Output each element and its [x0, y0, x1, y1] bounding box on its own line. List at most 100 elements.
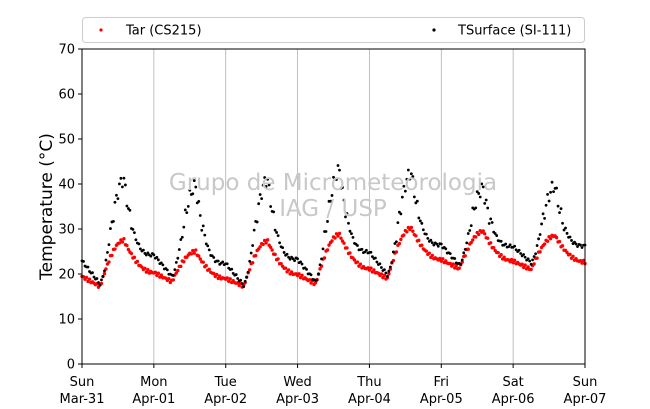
tsurface-point	[360, 247, 364, 251]
tar-point	[394, 250, 399, 254]
tar-point	[327, 243, 331, 247]
tar-point	[424, 249, 429, 253]
tar-point	[542, 242, 547, 246]
tar-point	[270, 248, 274, 252]
tsurface-point	[399, 212, 403, 216]
tsurface-point	[522, 253, 526, 256]
tsurface-point	[388, 265, 392, 269]
tsurface-point	[300, 262, 304, 266]
tsurface-point	[234, 273, 238, 276]
y-tick-label: 60	[58, 88, 75, 103]
tar-point	[264, 241, 268, 245]
tsurface-point	[342, 198, 346, 202]
x-tick-label-date: Apr-02	[204, 392, 247, 407]
tar-point	[397, 241, 402, 246]
tar-point	[438, 256, 442, 261]
tar-point	[529, 267, 533, 272]
tsurface-point	[249, 251, 253, 255]
tar-point	[182, 260, 186, 264]
tar-point	[279, 261, 283, 266]
tar-point	[502, 255, 506, 259]
tsurface-point	[293, 259, 296, 262]
tsurface-point	[565, 231, 569, 235]
tsurface-point	[103, 269, 106, 273]
x-tick-label-day: Fri	[434, 375, 450, 390]
tsurface-point	[321, 247, 325, 251]
tar-point	[469, 240, 473, 245]
tar-point	[448, 261, 452, 266]
tsurface-point	[466, 232, 470, 235]
tar-point	[571, 254, 575, 258]
tsurface-point	[541, 212, 545, 216]
tar-point	[532, 262, 536, 266]
tar-point	[253, 253, 258, 258]
tsurface-point	[556, 204, 560, 208]
tsurface-point	[183, 208, 187, 212]
tar-point	[122, 236, 126, 241]
tsurface-point	[365, 248, 368, 252]
tar-point	[348, 251, 352, 255]
tsurface-point	[417, 216, 421, 220]
tsurface-point	[101, 275, 105, 278]
tsurface-point	[415, 199, 419, 203]
tsurface-point	[329, 199, 332, 203]
tsurface-point	[263, 176, 267, 179]
tsurface-point	[499, 239, 503, 243]
tsurface-point	[532, 255, 536, 258]
x-axis: Sun Mar-31 Mon Apr-01 Tue Apr-02 Wed Apr-03 Thu A…	[60, 364, 606, 407]
tsurface-point	[296, 257, 299, 261]
tsurface-point	[182, 225, 186, 229]
tsurface-point	[486, 206, 490, 210]
tsurface-point	[201, 224, 205, 228]
tsurface-point	[493, 232, 497, 235]
tsurface-point	[125, 204, 129, 208]
tsurface-point	[439, 242, 443, 246]
tar-point	[330, 239, 334, 243]
tsurface-point	[318, 263, 322, 267]
tsurface-point	[579, 243, 582, 247]
tsurface-point	[106, 251, 109, 254]
y-axis: 0 10 20 30 40 50 60 70	[58, 43, 82, 373]
tsurface-point	[495, 234, 499, 237]
tar-point	[388, 267, 393, 271]
tar-point	[399, 237, 403, 242]
tar-point	[107, 260, 111, 264]
tsurface-point	[460, 258, 464, 262]
tsurface-point	[375, 260, 379, 264]
tsurface-point	[580, 246, 584, 249]
tar-point	[201, 260, 205, 264]
tar-point	[265, 238, 270, 242]
tsurface-point	[119, 176, 123, 180]
tsurface-point	[552, 190, 555, 194]
tar-point	[411, 229, 415, 233]
tsurface-point	[230, 267, 234, 271]
tsurface-point	[179, 238, 183, 241]
tar-point	[345, 246, 349, 250]
tsurface-point	[344, 215, 347, 219]
tar-point	[369, 266, 373, 270]
x-tick-label-day: Sun	[573, 375, 598, 390]
tar-point	[191, 248, 195, 253]
tsurface-point	[239, 278, 243, 282]
tar-point	[545, 239, 550, 243]
tsurface-point	[324, 230, 328, 233]
tsurface-point	[562, 228, 566, 232]
tsurface-point	[133, 231, 136, 235]
tar-point	[273, 252, 277, 257]
tsurface-point	[282, 251, 286, 254]
tsurface-point	[165, 268, 169, 272]
tar-point	[179, 264, 183, 269]
tsurface-point	[317, 272, 320, 276]
tar-point	[289, 270, 294, 274]
tar-point	[538, 250, 542, 254]
series-tar	[80, 225, 587, 289]
tsurface-point	[245, 275, 249, 279]
tsurface-point	[371, 255, 374, 259]
tsurface-point	[243, 279, 247, 283]
tsurface-point	[92, 275, 96, 279]
tsurface-point	[252, 228, 256, 232]
tsurface-point	[384, 271, 388, 275]
tsurface-point	[544, 203, 548, 207]
tsurface-point	[173, 268, 177, 272]
tsurface-point	[529, 262, 533, 266]
